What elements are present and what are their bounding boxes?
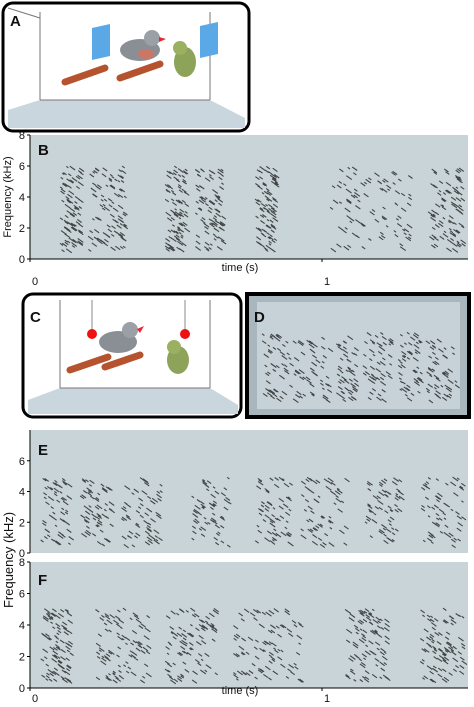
y-tick-label: 2 [19, 652, 25, 664]
y-tick-label: 4 [19, 192, 25, 204]
spectrogram-texture [191, 476, 232, 548]
spectrogram-texture [292, 336, 334, 404]
y-tick-label: 0 [19, 683, 25, 695]
x-axis-label: time (s) [222, 262, 259, 274]
spectrogram-texture [364, 477, 405, 545]
y-tick-label: 2 [19, 517, 25, 529]
panel-label: B [38, 142, 49, 159]
x-tick-label: 1 [324, 276, 330, 288]
y-axis-label: Frequency (kHz) [2, 156, 14, 237]
y-tick-label: 6 [19, 456, 25, 468]
spectrogram-texture [427, 167, 467, 253]
spectrogram-texture [344, 608, 391, 683]
y-tick-label: 2 [19, 223, 25, 235]
spectrogram-f [30, 562, 468, 688]
spectrogram-texture [120, 477, 163, 549]
spectrogram-texture [419, 607, 468, 684]
spectrogram-texture [362, 332, 394, 403]
spectrogram-texture [95, 607, 152, 684]
spectrogram-texture [300, 476, 350, 549]
y-tick-label: 6 [19, 161, 25, 173]
spectrogram-texture [420, 476, 467, 549]
spectrogram-texture [254, 476, 294, 547]
panel-label: D [254, 309, 265, 326]
spectrogram-texture [59, 165, 85, 254]
spectrogram-texture [425, 338, 460, 404]
spectrogram-texture [40, 608, 74, 684]
spectrogram-texture [261, 333, 294, 403]
spectrogram-texture [329, 166, 413, 253]
spectrogram-texture [397, 331, 424, 402]
panel-label: C [30, 309, 41, 326]
panel-a-illustration [1, 1, 251, 133]
spectrogram-texture [254, 165, 280, 253]
spectrogram-texture [164, 607, 220, 685]
spectrogram-b [30, 135, 468, 259]
panel-d-spectrogram [257, 302, 460, 409]
panel-label: E [38, 442, 48, 459]
x-tick-label: 1 [324, 693, 330, 705]
spectrogram-texture [233, 608, 304, 683]
spectrogram-texture [87, 165, 129, 252]
y-tick-label: 6 [19, 589, 25, 601]
y-tick-label: 8 [19, 557, 25, 569]
y-tick-label: 4 [19, 487, 25, 499]
spectrogram-texture [79, 478, 116, 547]
y-tick-label: 8 [19, 130, 25, 142]
spectrogram-texture [40, 477, 75, 546]
y-axis-label: Frequency (kHz) [1, 512, 16, 608]
x-tick-label: 0 [32, 276, 38, 288]
spectrogram-texture [164, 165, 191, 253]
spectrogram-e [30, 430, 468, 553]
y-tick-label: 4 [19, 620, 25, 632]
spectrogram-texture [335, 335, 360, 403]
panel-label: A [10, 13, 21, 30]
panel-c-illustration [21, 292, 243, 419]
x-axis-label: time (s) [222, 685, 259, 697]
spectrogram-texture [194, 168, 227, 252]
y-tick-label: 0 [19, 254, 25, 266]
x-tick-label: 0 [32, 693, 38, 705]
y-tick-label: 0 [19, 548, 25, 560]
panel-label: F [38, 572, 47, 589]
